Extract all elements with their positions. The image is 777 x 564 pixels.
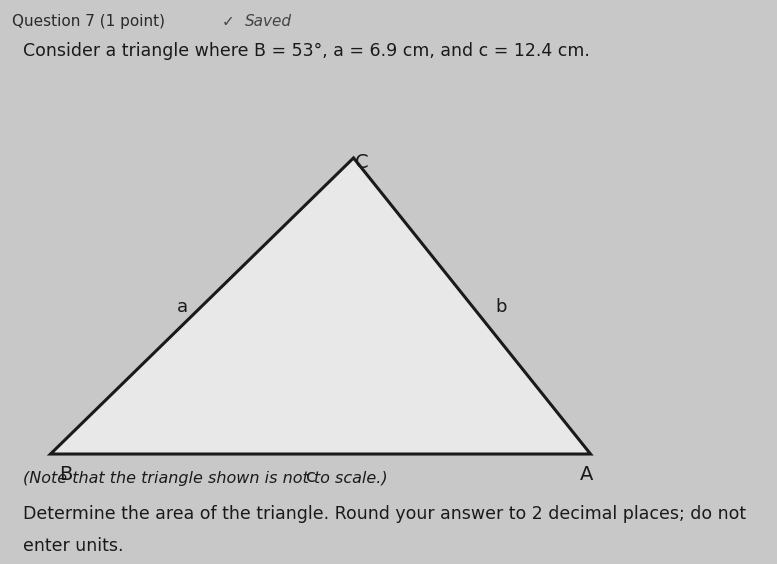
Text: B: B [59,465,73,484]
Text: ✓: ✓ [221,14,234,29]
Polygon shape [51,158,591,454]
Text: Determine the area of the triangle. Round your answer to 2 decimal places; do no: Determine the area of the triangle. Roun… [23,505,747,523]
Text: enter units.: enter units. [23,537,124,555]
Text: C: C [354,153,368,172]
Text: b: b [496,298,507,316]
Text: A: A [580,465,594,484]
Text: Question 7 (1 point): Question 7 (1 point) [12,14,165,29]
Text: Saved: Saved [245,14,291,29]
Text: (Note that the triangle shown is not to scale.): (Note that the triangle shown is not to … [23,471,388,486]
Text: c: c [306,468,315,486]
Text: Consider a triangle where B = 53°, a = 6.9 cm, and c = 12.4 cm.: Consider a triangle where B = 53°, a = 6… [23,42,591,60]
Text: a: a [177,298,188,316]
